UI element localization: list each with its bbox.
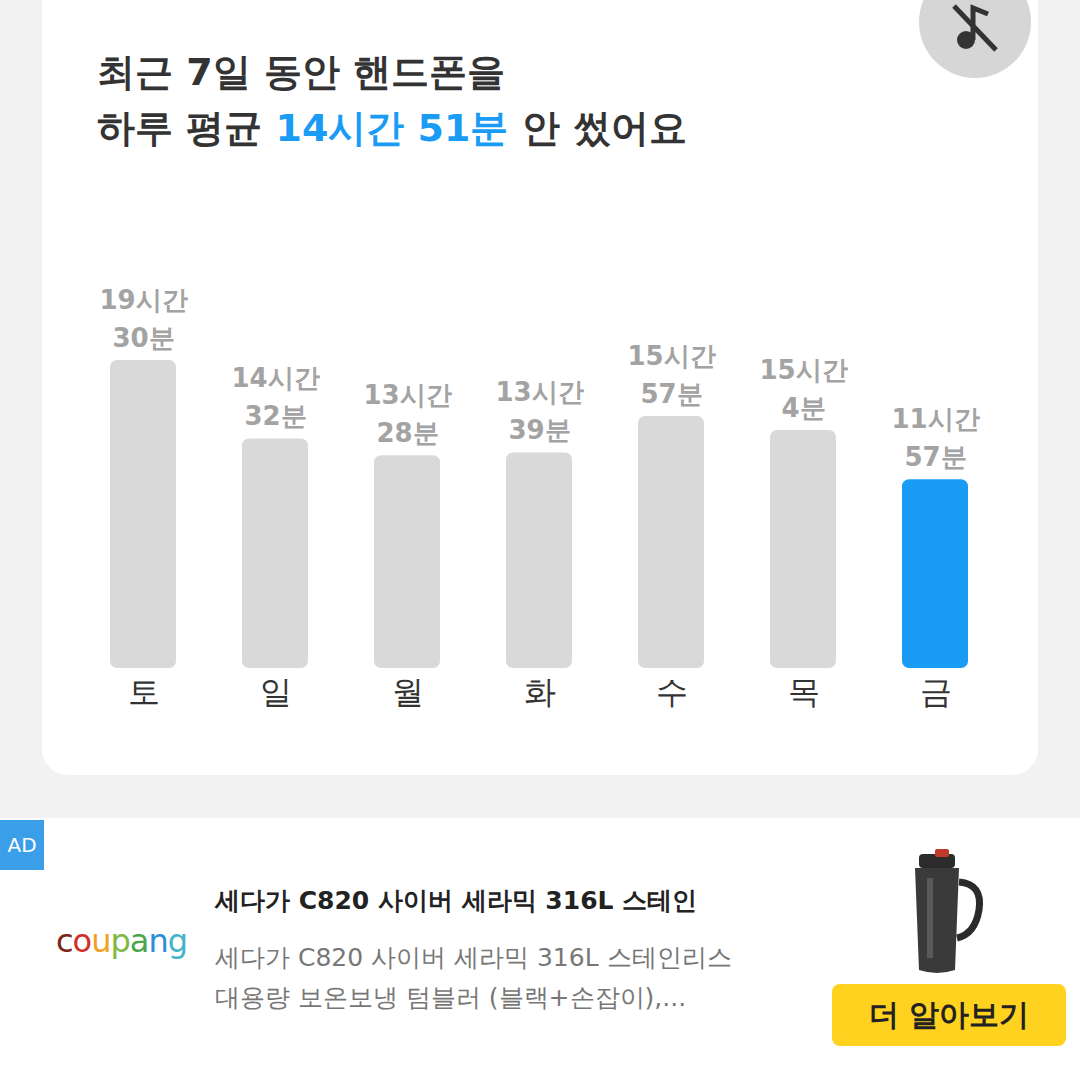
- svg-text:일: 일: [260, 673, 292, 711]
- html-text:AD: AD: [7, 833, 37, 857]
- svg-text:19시간30분: 19시간30분: [99, 285, 187, 353]
- html-text:c o u p a n g: c o u p a n g: [56, 922, 187, 960]
- svg-text:13시간39분: 13시간39분: [495, 377, 583, 445]
- html-text:대용량 보온보냉 텀블러 (블랙+손잡이),...: 대용량 보온보냉 텀블러 (블랙+손잡이),...: [215, 983, 687, 1012]
- svg-text:토: 토: [128, 673, 160, 711]
- svg-text:화: 화: [524, 673, 556, 711]
- svg-text:수: 수: [656, 673, 688, 711]
- html-text:세다가 C820 사이버 세라믹 316L 스테인: 세다가 C820 사이버 세라믹 316L 스테인: [215, 886, 698, 915]
- svg-text:금: 금: [920, 673, 952, 711]
- html-text:세다가 C820 사이버 세라믹 316L 스테인리스: 세다가 C820 사이버 세라믹 316L 스테인리스: [215, 943, 732, 972]
- html-text:하루 평균14시간 51분안 썼어요: 하루 평균14시간 51분안 썼어요: [97, 106, 687, 150]
- svg-text:13시간28분: 13시간28분: [363, 380, 451, 448]
- svg-text:15시간4분: 15시간4분: [759, 355, 847, 423]
- html-text:최근 7일 동안 핸드폰을: 최근 7일 동안 핸드폰을: [97, 50, 506, 94]
- svg-text:15시간57분: 15시간57분: [627, 341, 715, 409]
- svg-text:월: 월: [392, 673, 424, 711]
- svg-text:11시간57분: 11시간57분: [891, 404, 979, 472]
- svg-text:14시간32분: 14시간32분: [231, 363, 319, 431]
- html-text:더 알아보기: 더 알아보기: [868, 996, 1030, 1032]
- svg-text:목: 목: [788, 673, 820, 711]
